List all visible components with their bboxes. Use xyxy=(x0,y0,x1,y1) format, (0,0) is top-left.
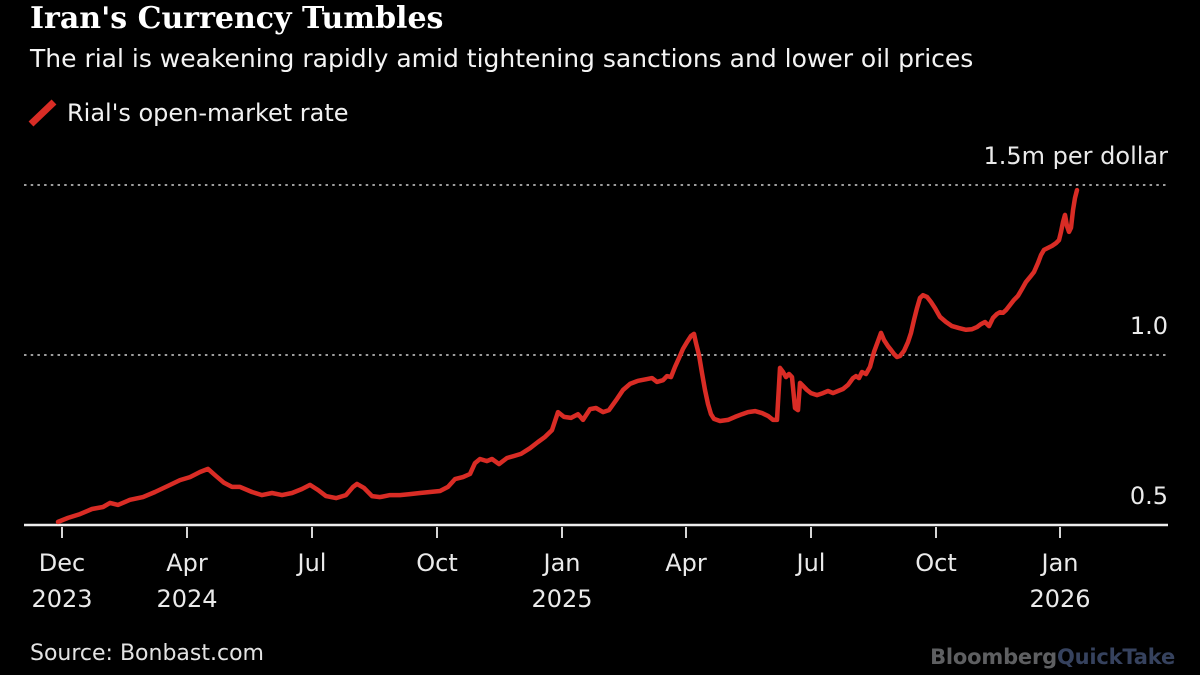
page-title: Iran's Currency Tumbles xyxy=(30,1,444,36)
x-tick-month: Oct xyxy=(915,549,957,577)
legend: Rial's open-market rate xyxy=(28,98,349,128)
x-tick-label-Jul: Jul xyxy=(797,545,826,581)
x-tick-month: Dec xyxy=(38,549,86,577)
x-tick-label-Jan2026: Jan 2026 xyxy=(1029,545,1090,617)
x-tick-month: Jul xyxy=(297,549,327,577)
x-tick-label-Apr2024: Apr 2024 xyxy=(156,545,217,617)
logo-bloomberg-text: Bloomberg xyxy=(930,645,1057,669)
x-tick-month: Jan xyxy=(1041,549,1079,577)
bloomberg-quicktake-logo: BloombergQuickTake xyxy=(930,645,1175,669)
x-tick-label-Dec2023: Dec 2023 xyxy=(31,545,92,617)
x-tick-month: Apr xyxy=(665,549,707,577)
x-tick-month: Apr xyxy=(166,549,208,577)
x-tick-month: Jan xyxy=(543,549,581,577)
y-axis-label-1.5: 1.5m per dollar xyxy=(983,142,1169,170)
x-tick-label-Oct: Oct xyxy=(915,545,957,581)
x-tick-label-Apr: Apr xyxy=(665,545,707,581)
x-tick-year: 2026 xyxy=(1029,585,1091,613)
x-tick-year: 2024 xyxy=(156,585,218,613)
series-line-rial-rate xyxy=(55,187,1080,525)
legend-line-marker-icon xyxy=(28,99,57,127)
legend-label: Rial's open-market rate xyxy=(67,99,349,127)
x-tick-label-Oct: Oct xyxy=(416,545,458,581)
x-tick-month: Jul xyxy=(796,549,826,577)
x-tick-year: 2025 xyxy=(531,585,593,613)
x-tick-label-Jul: Jul xyxy=(298,545,327,581)
x-tick-year: 2023 xyxy=(31,585,93,613)
y-axis-label-0.5: 0.5 xyxy=(1129,482,1168,510)
chart-subtitle: The rial is weakening rapidly amid tight… xyxy=(30,44,974,73)
x-tick-month: Oct xyxy=(416,549,458,577)
y-axis-label-1: 1.0 xyxy=(1129,312,1168,340)
logo-quicktake-text: QuickTake xyxy=(1056,645,1175,669)
x-tick-label-Jan2025: Jan 2025 xyxy=(531,545,592,617)
source-credit: Source: Bonbast.com xyxy=(30,641,264,666)
